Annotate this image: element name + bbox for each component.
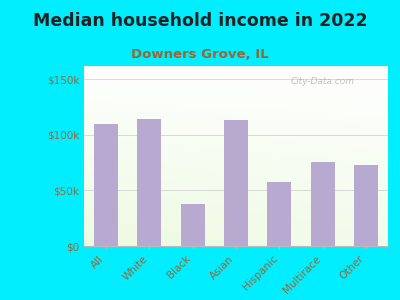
Bar bbox=[268, 182, 291, 246]
Bar bbox=[311, 162, 335, 246]
Bar bbox=[94, 124, 118, 246]
Text: Median household income in 2022: Median household income in 2022 bbox=[33, 12, 367, 30]
Bar bbox=[224, 120, 248, 246]
Bar bbox=[181, 204, 204, 246]
Bar bbox=[354, 165, 378, 246]
Text: City-Data.com: City-Data.com bbox=[291, 77, 355, 86]
Bar bbox=[137, 119, 161, 246]
Text: Downers Grove, IL: Downers Grove, IL bbox=[131, 48, 269, 61]
